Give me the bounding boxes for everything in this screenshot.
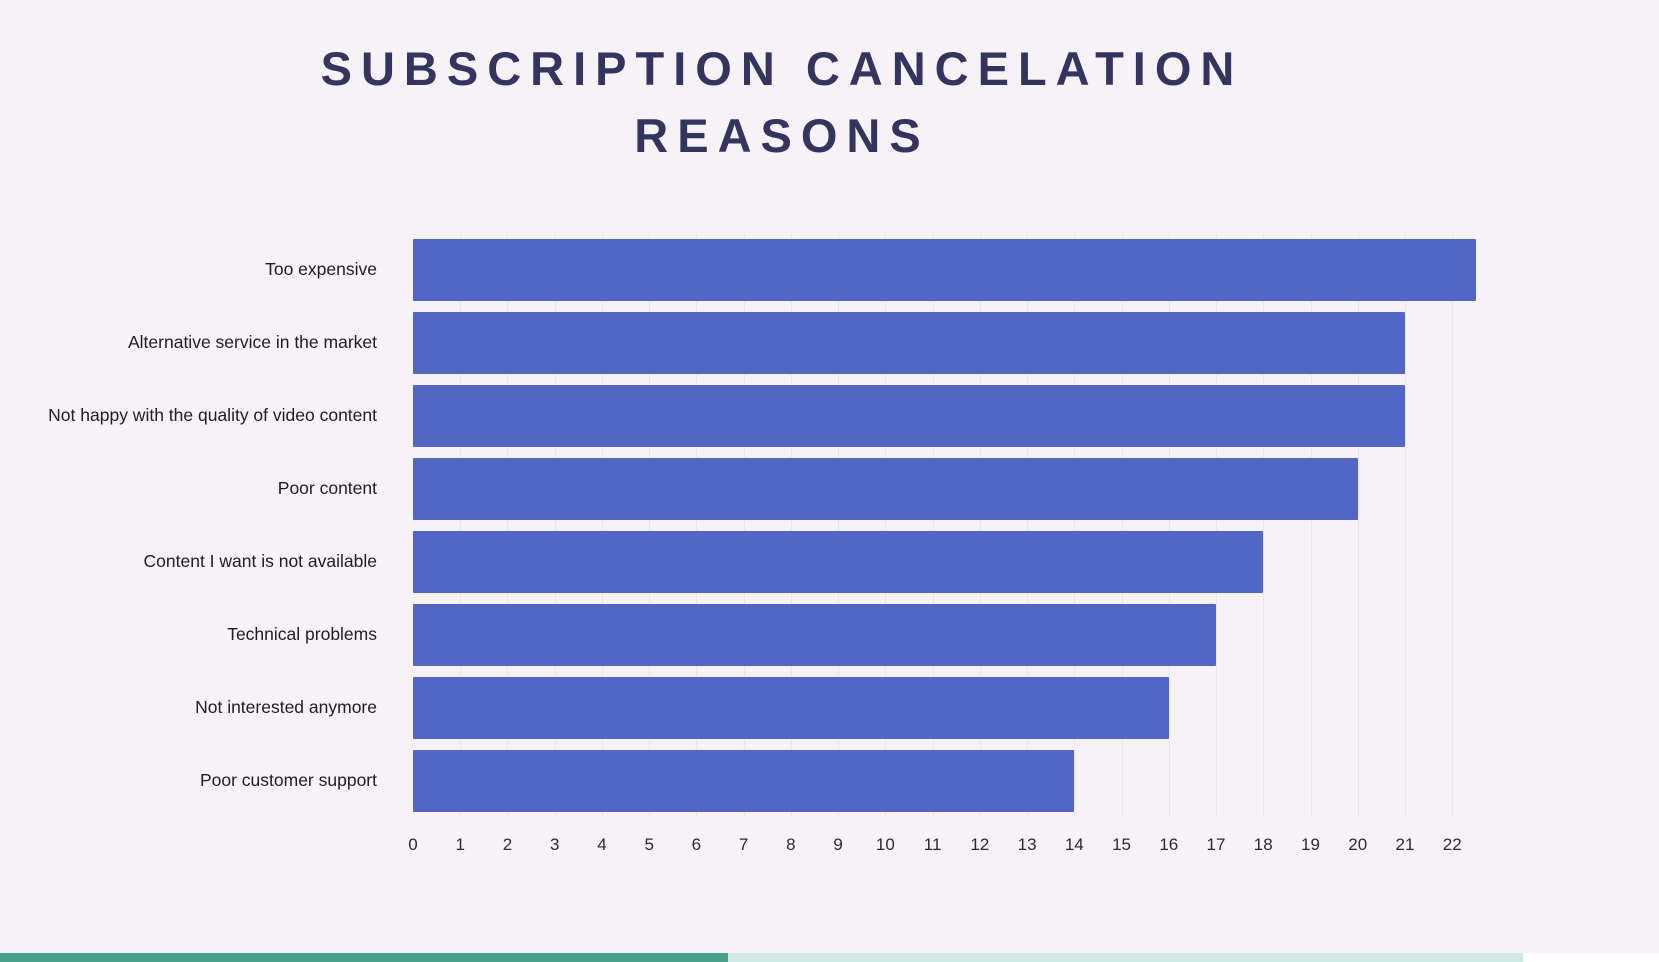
- bar: [413, 457, 1358, 520]
- bar-row: Poor customer support: [0, 744, 1490, 817]
- category-label: Technical problems: [227, 624, 377, 644]
- gridline: [460, 233, 462, 817]
- chart-title-line1: SUBSCRIPTION CANCELATION: [320, 42, 1244, 95]
- x-tick-label: 22: [1442, 835, 1462, 854]
- gridline: [1310, 233, 1312, 817]
- bar-rows: Too expensive Alternative service in the …: [0, 233, 1490, 817]
- bar-chart: Too expensive Alternative service in the …: [0, 233, 1490, 861]
- bar-row: Too expensive: [0, 233, 1490, 306]
- x-tick-label: 8: [786, 835, 796, 854]
- gridline: [1074, 233, 1076, 817]
- x-tick-label: 2: [502, 835, 513, 854]
- x-tick-label: 19: [1301, 835, 1320, 854]
- category-label: Too expensive: [265, 259, 377, 279]
- x-tick-label: 4: [597, 835, 607, 854]
- x-tick-label: 12: [970, 835, 990, 854]
- bar-track: [413, 749, 1490, 812]
- bar-track: [413, 530, 1490, 593]
- category-label: Alternative service in the market: [128, 332, 377, 352]
- gridline: [1404, 233, 1406, 817]
- bar-track: [413, 457, 1490, 520]
- x-axis: 0 1 2 3 4 5 6 7 8 9 10 11 12 13 14 15 16 17 18 19 20 21 22: [408, 835, 1490, 861]
- gridline: [1216, 233, 1218, 817]
- x-tick-label: 16: [1159, 835, 1179, 854]
- category-label: Content I want is not available: [143, 551, 377, 571]
- bar-track: [413, 603, 1490, 666]
- progress-strip-track: [728, 953, 1523, 962]
- x-tick-label: 11: [923, 835, 942, 854]
- x-tick-label: 0: [408, 835, 418, 854]
- bar: [413, 384, 1405, 447]
- gridline: [1027, 233, 1029, 817]
- gridline: [979, 233, 981, 817]
- progress-strip: [0, 953, 1659, 962]
- bar-row: Technical problems: [0, 598, 1490, 671]
- bar-track: [413, 238, 1490, 301]
- bar-track: [413, 384, 1490, 447]
- x-tick-label: 3: [549, 835, 560, 854]
- gridline: [743, 233, 745, 817]
- chart-title-line2: REASONS: [634, 108, 930, 162]
- bar: [413, 603, 1217, 666]
- x-tick-label: 1: [455, 835, 465, 854]
- x-tick-label: 15: [1112, 835, 1132, 854]
- category-label: Poor customer support: [199, 770, 377, 790]
- gridline: [1357, 233, 1359, 817]
- gridline: [1263, 233, 1265, 817]
- gridline: [790, 233, 792, 817]
- x-tick-label: 6: [691, 835, 702, 854]
- x-tick-label: 21: [1395, 835, 1415, 854]
- x-tick-label: 18: [1253, 835, 1273, 854]
- category-label: Not interested anymore: [195, 697, 377, 717]
- gridline: [601, 233, 603, 817]
- bar-row: Content I want is not available: [0, 525, 1490, 598]
- gridline: [838, 233, 840, 817]
- gridline: [507, 233, 509, 817]
- x-tick-label: 20: [1348, 835, 1368, 854]
- chart-title: SUBSCRIPTION CANCELATION REASONS: [0, 36, 1659, 169]
- bar: [413, 311, 1405, 374]
- gridline: [885, 233, 887, 817]
- bar-row: Poor content: [0, 452, 1490, 525]
- gridline: [1452, 233, 1454, 817]
- category-label: Poor content: [277, 478, 377, 498]
- x-tick-label: 10: [875, 835, 895, 854]
- gridline: [1121, 233, 1123, 817]
- category-label: Not happy with the quality of video cont…: [48, 405, 377, 425]
- gridline: [554, 233, 556, 817]
- progress-strip-filled: [0, 953, 729, 962]
- gridline: [649, 233, 651, 817]
- bar: [413, 676, 1169, 739]
- bar-row: Alternative service in the market: [0, 306, 1490, 379]
- bar-track: [413, 311, 1490, 374]
- gridline: [1168, 233, 1170, 817]
- x-tick-label: 9: [833, 835, 843, 854]
- gridline: [932, 233, 934, 817]
- bar-row: Not happy with the quality of video cont…: [0, 379, 1490, 452]
- bar-row: Not interested anymore: [0, 671, 1490, 744]
- bar: [413, 530, 1264, 593]
- gridline: [696, 233, 698, 817]
- x-tick-label: 14: [1064, 835, 1084, 854]
- x-tick-label: 7: [738, 835, 749, 854]
- bar: [413, 238, 1476, 301]
- gridlines: [413, 233, 1490, 817]
- x-tick-label: 17: [1206, 835, 1226, 854]
- x-tick-label: 5: [644, 835, 654, 854]
- x-tick-label: 13: [1017, 835, 1037, 854]
- bar: [413, 749, 1075, 812]
- bar-track: [413, 676, 1490, 739]
